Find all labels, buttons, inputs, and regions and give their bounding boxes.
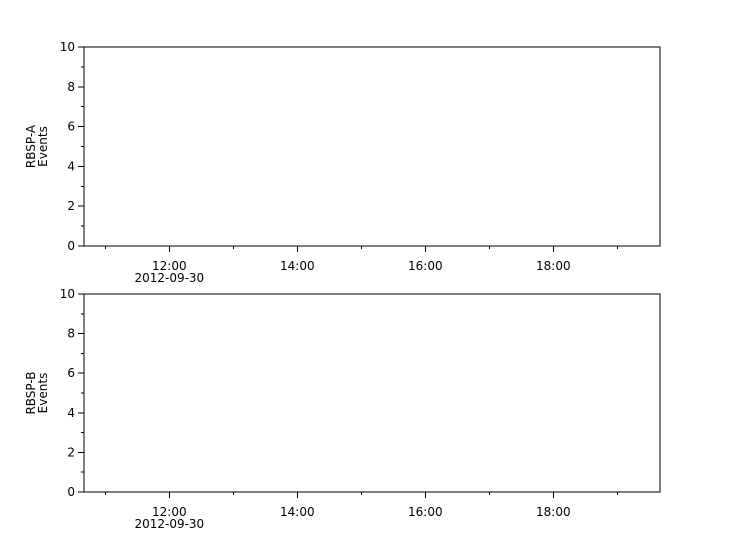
y-axis-label: RBSP-B [24,371,38,414]
y-tick-label: 4 [67,159,75,173]
plot-frame [83,293,661,493]
y-tick-label: 8 [67,327,75,341]
x-tick-label: 14:00 [280,259,315,273]
x-tick-label: 12:00 [152,259,187,273]
y-tick-label: 2 [67,199,75,213]
y-tick-label: 0 [67,239,75,253]
y-tick-label: 8 [67,80,75,94]
y-tick-label: 6 [67,366,75,380]
x-date-label: 2012-09-30 [134,517,204,531]
y-tick-label: 0 [67,485,75,499]
y-tick-label: 4 [67,406,75,420]
y-tick-label: 10 [60,287,75,301]
plot-frame [83,46,661,247]
y-tick-label: 2 [67,445,75,459]
x-tick-label: 18:00 [536,505,571,519]
y-tick-label: 10 [60,40,75,54]
y-axis-label: Events [36,126,50,167]
y-tick-label: 6 [67,120,75,134]
x-tick-label: 18:00 [536,259,571,273]
x-tick-label: 16:00 [408,259,443,273]
y-axis-label: RBSP-A [24,124,38,168]
y-axis-label: Events [36,373,50,414]
x-tick-label: 14:00 [280,505,315,519]
x-tick-label: 16:00 [408,505,443,519]
x-date-label: 2012-09-30 [134,271,204,285]
x-tick-label: 12:00 [152,505,187,519]
